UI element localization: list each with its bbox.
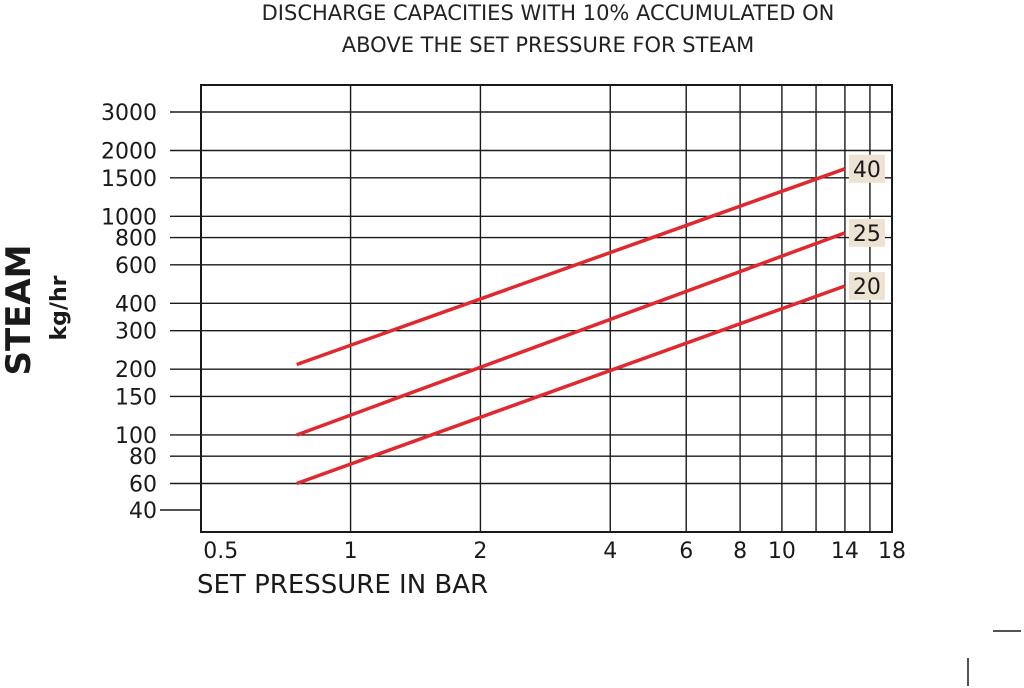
x-tick-label: 2 [473,539,487,564]
y-axis-unit-group: kg/hr [47,275,72,340]
series-label-25: 25 [853,222,881,247]
x-tick-label: 18 [878,539,906,564]
y-tick-label: 400 [115,292,157,317]
y-tick-label: 1000 [101,205,157,230]
x-tick-label: 8 [733,539,747,564]
series-label-bg [848,218,885,247]
series-labels: 40 25 20 [848,154,885,301]
grid-lines [160,85,892,532]
series-lines [296,167,846,486]
series-label-bg [848,272,885,301]
x-tick-label: 1 [344,539,358,564]
y-tick-label: 150 [115,385,157,410]
x-tick-label: 4 [603,539,617,564]
series-line-40 [296,167,846,367]
y-axis-label: STEAM [0,244,39,375]
y-tick-label: 3000 [101,101,157,126]
series-line-25 [296,231,846,437]
y-tick-label: 100 [115,424,157,449]
series-line-20 [296,284,846,486]
y-tick-label: 2000 [101,140,157,165]
y-tick-label: 300 [115,320,157,345]
y-tick-label: 800 [115,227,157,252]
series-label-bg [848,154,885,183]
x-axis-ticks: 0.5 1 2 4 6 8 10 14 18 [203,539,906,564]
y-tick-label: 80 [129,445,157,470]
x-tick-label: 6 [679,539,693,564]
y-axis-label-group: STEAM [0,244,39,375]
x-axis-label: SET PRESSURE IN BAR [197,570,488,600]
x-tick-label: 10 [768,539,796,564]
x-tick-label: 0.5 [203,539,238,564]
y-tick-label: 60 [129,472,157,497]
y-tick-label: 600 [115,254,157,279]
y-tick-label: 200 [115,358,157,383]
chart-title-line-2: ABOVE THE SET PRESSURE FOR STEAM [342,33,754,57]
y-tick-label: 40 [129,499,157,524]
chart-title-line-1: DISCHARGE CAPACITIES WITH 10% ACCUMULATE… [262,1,835,25]
y-axis-unit: kg/hr [47,275,72,340]
plot-frame [200,84,893,533]
x-tick-label: 14 [831,539,859,564]
series-label-20: 20 [853,275,881,300]
series-label-40: 40 [853,158,881,183]
y-tick-label: 1500 [101,167,157,192]
